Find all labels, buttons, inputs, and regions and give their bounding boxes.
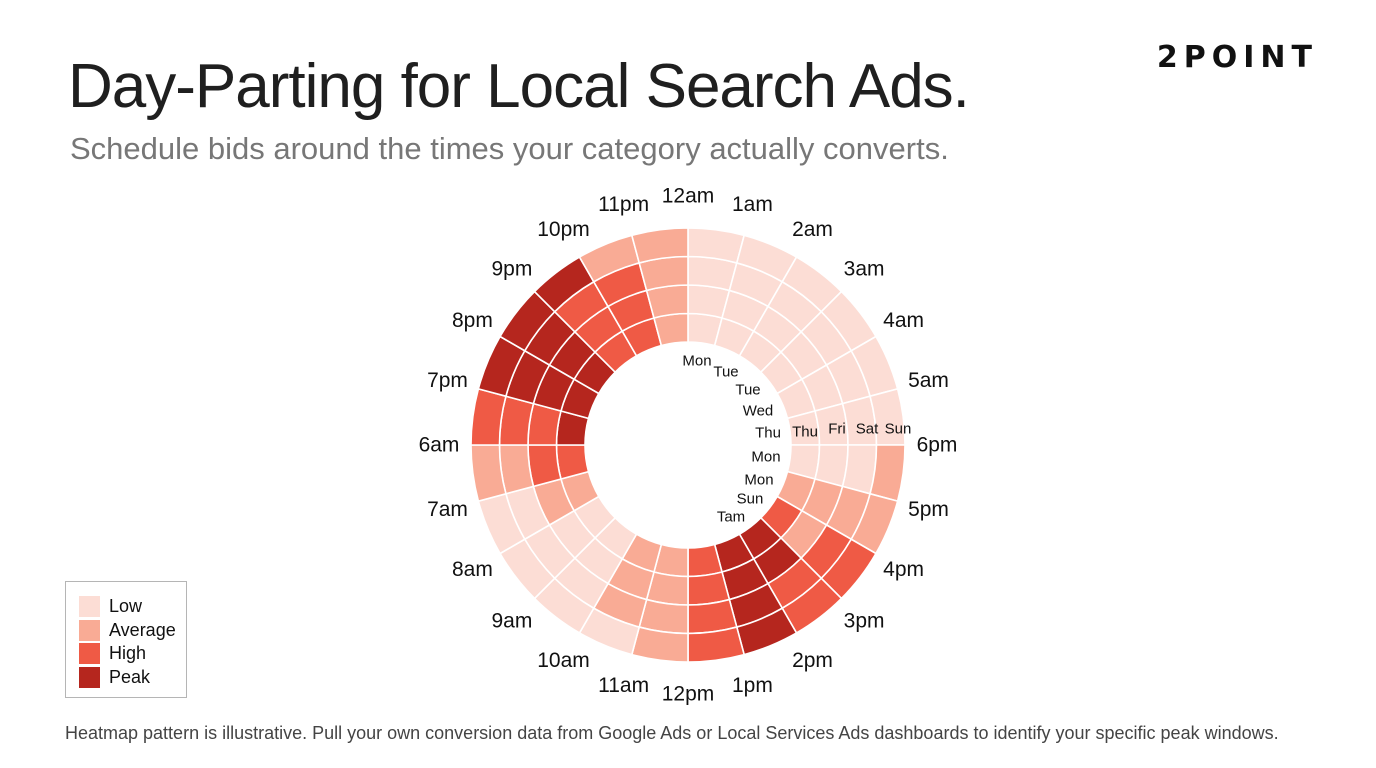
legend: Low Average High Peak <box>65 581 187 698</box>
day-label: Wed <box>743 403 774 420</box>
hour-label: 8am <box>452 558 493 581</box>
legend-swatch-high <box>79 642 100 664</box>
hour-label: 2pm <box>792 649 833 672</box>
day-label: Tue <box>713 364 738 381</box>
day-label: Sat <box>856 421 879 438</box>
hour-label: 11pm <box>598 193 649 216</box>
day-label: Mon <box>682 353 711 370</box>
hour-label: 8pm <box>452 309 493 332</box>
heatmap-cell <box>630 227 689 264</box>
legend-label-peak: Peak <box>109 667 151 687</box>
hour-label: 6pm <box>917 434 958 457</box>
hour-label: 2am <box>792 218 833 241</box>
hour-label: 5am <box>908 369 949 392</box>
day-label: Tam <box>717 509 745 526</box>
hour-label: 10am <box>537 649 590 672</box>
brand-logo: 2POINT <box>1156 40 1318 75</box>
legend-item-low: Low <box>79 595 142 617</box>
hour-label: 7pm <box>427 369 468 392</box>
hour-label: 5pm <box>908 498 949 521</box>
hour-label: 4am <box>883 309 924 332</box>
legend-item-average: Average <box>79 619 176 641</box>
legend-label-average: Average <box>109 620 176 640</box>
hour-label: 3pm <box>844 610 885 633</box>
footnote: Heatmap pattern is illustrative. Pull yo… <box>65 723 1279 743</box>
page-subtitle: Schedule bids around the times your cate… <box>70 131 949 166</box>
day-label: Fri <box>828 421 846 438</box>
hour-label: 3am <box>844 257 885 280</box>
legend-item-high: High <box>79 642 146 664</box>
hour-label: 1am <box>732 193 773 216</box>
hour-label: 12am <box>662 185 715 208</box>
heatmap-cell <box>645 284 689 319</box>
legend-item-peak: Peak <box>79 666 150 688</box>
legend-swatch-low <box>79 595 100 617</box>
hour-label: 4pm <box>883 558 924 581</box>
day-label: Thu <box>792 424 818 441</box>
day-label: Sun <box>737 491 764 508</box>
hour-label: 10pm <box>537 218 590 241</box>
heatmap-cell <box>687 571 731 606</box>
day-label: Mon <box>751 449 780 466</box>
day-label: Mon <box>744 472 773 489</box>
legend-label-low: Low <box>109 596 143 616</box>
hour-label: 9pm <box>491 257 532 280</box>
hour-label: 9am <box>491 610 532 633</box>
legend-swatch-average <box>79 619 100 641</box>
day-label: Tue <box>735 382 760 399</box>
hour-label: 7am <box>427 498 468 521</box>
page-title: Day-Parting for Local Search Ads. <box>68 52 970 121</box>
legend-swatch-peak <box>79 666 100 688</box>
hour-label: 11am <box>598 674 649 697</box>
legend-label-high: High <box>109 643 147 663</box>
hour-label: 1pm <box>732 674 773 697</box>
hour-labels: 12am 1am 2am 3am 4am 5am 6pm 5pm 4pm 3pm 2pm 1pm 12p… <box>419 185 958 706</box>
heatmap-cells <box>470 227 906 663</box>
hour-label: 6am <box>419 434 460 457</box>
day-label: Thu <box>755 425 781 442</box>
day-label: Sun <box>885 421 912 438</box>
heatmap-cell <box>527 444 562 488</box>
hour-label: 12pm <box>662 683 715 706</box>
